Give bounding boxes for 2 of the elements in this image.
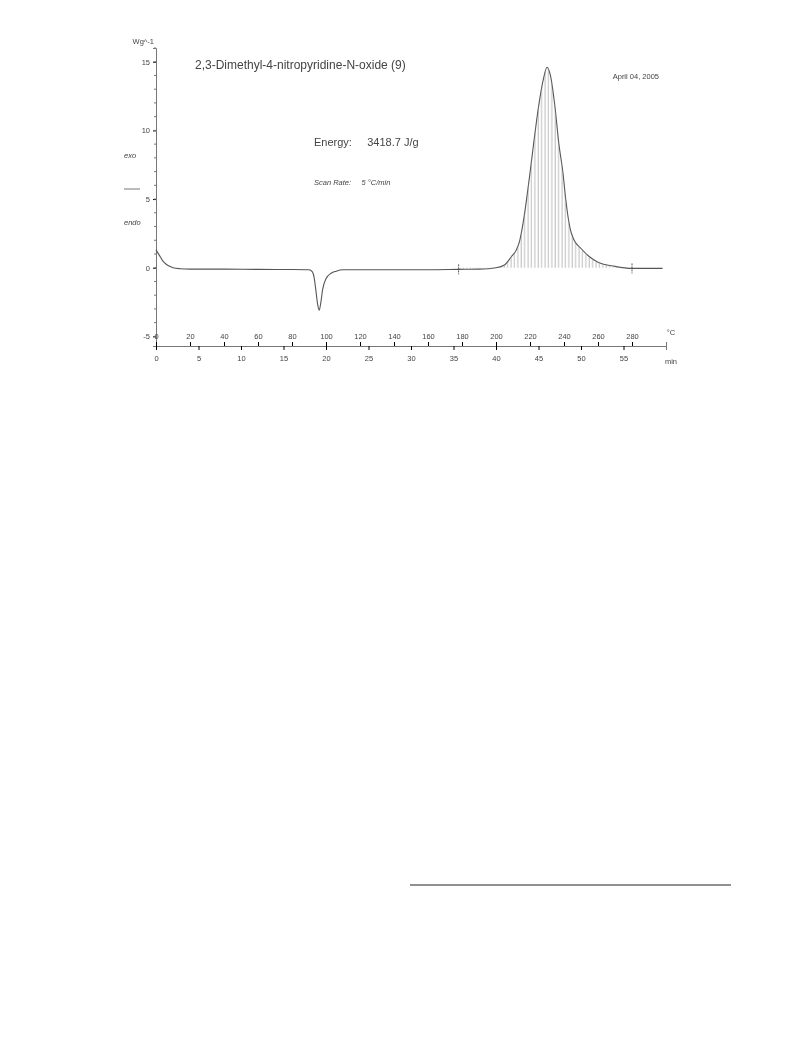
text: 2,3-Dimethyl-4-nitropyridine-N-oxide (9) [195, 58, 406, 72]
annotation: Energy: 3418.7 J/g [314, 136, 419, 148]
